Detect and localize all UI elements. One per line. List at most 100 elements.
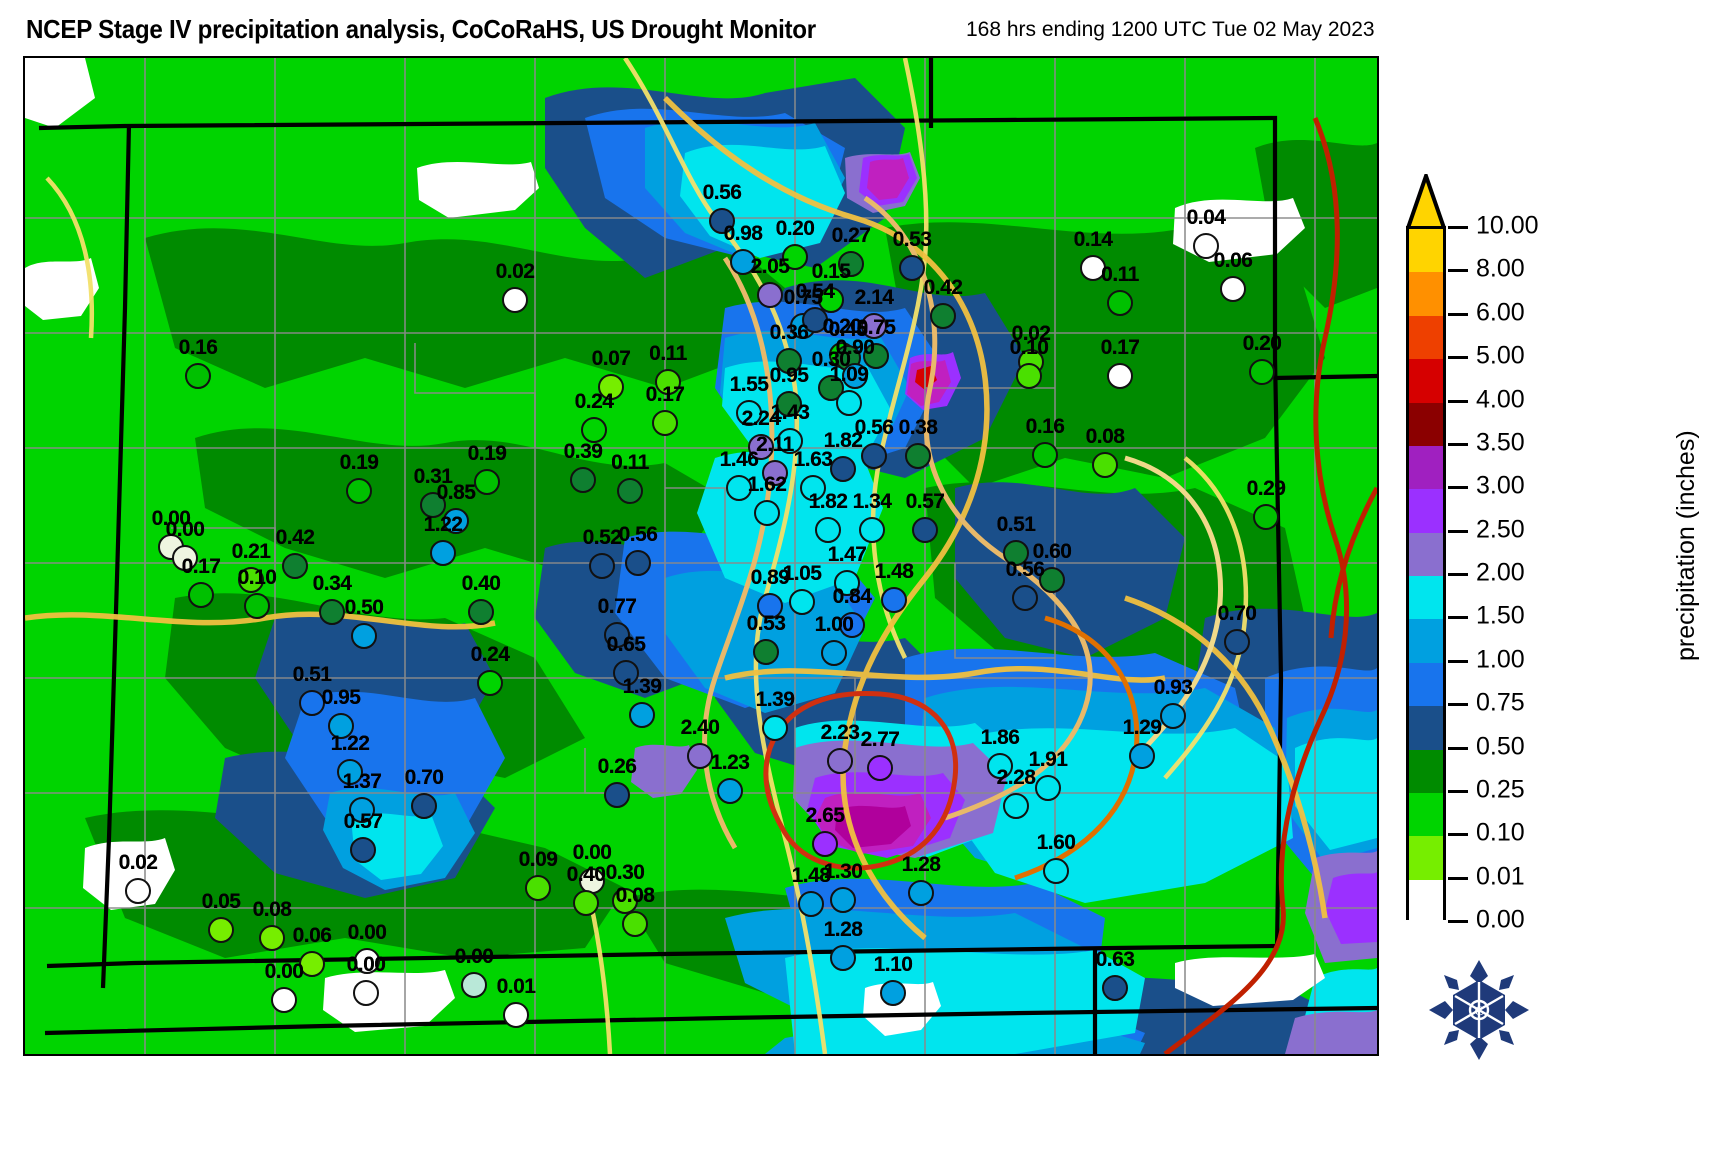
station-dot — [687, 743, 713, 769]
colorbar-band — [1409, 662, 1443, 707]
station-dot — [880, 980, 906, 1006]
station-dot — [859, 517, 885, 543]
station-dot — [430, 540, 456, 566]
station-value-label: 0.40 — [566, 863, 606, 886]
station-dot — [867, 755, 893, 781]
station-dot — [1043, 858, 1069, 884]
station-value-label: 0.56 — [618, 523, 658, 546]
station-dot — [1107, 363, 1133, 389]
station-dot — [208, 917, 234, 943]
station-dot — [861, 443, 887, 469]
station-value-label: 1.09 — [829, 363, 869, 386]
colorbar-tick-label: 8.00 — [1476, 254, 1525, 283]
station-dot — [655, 369, 681, 395]
colorbar-band — [1409, 489, 1443, 533]
colorbar-band — [1409, 272, 1443, 316]
station-value-label: 0.16 — [1025, 415, 1065, 438]
station-value-label: 0.51 — [292, 663, 332, 686]
station-value-label: 0.15 — [811, 260, 851, 283]
station-value-label: 0.24 — [470, 643, 510, 666]
station-dot — [717, 778, 743, 804]
station-dot — [411, 793, 437, 819]
station-value-label: 0.93 — [1153, 676, 1193, 699]
station-value-label: 0.26 — [597, 755, 637, 778]
colorbar-tick — [1448, 226, 1468, 229]
station-dot — [815, 517, 841, 543]
colorbar-axis-label: precipitation (inches) — [1672, 430, 1700, 662]
station-dot — [1016, 363, 1042, 389]
station-dot — [798, 891, 824, 917]
colorbar-band — [1409, 359, 1443, 403]
station-value-label: 0.20 — [1242, 332, 1282, 355]
station-dot — [1012, 585, 1038, 611]
colorbar-max-arrow — [1406, 174, 1446, 230]
station-dot — [838, 251, 864, 277]
station-value-label: 1.82 — [823, 429, 863, 452]
station-dot — [525, 875, 551, 901]
precipitation-map[interactable]: 0.02 0.16 0.56 0.98 0.20 0.27 2.05 0.15 0.53 0.42… — [23, 56, 1379, 1056]
colorbar-tick-label: 4.00 — [1476, 385, 1525, 413]
header-bar: NCEP Stage IV precipitation analysis, Co… — [0, 0, 1719, 56]
colorbar-tick-label: 1.00 — [1476, 645, 1525, 674]
station-dot — [899, 255, 925, 281]
station-value-label: 0.06 — [1213, 249, 1253, 272]
station-value-label: 0.38 — [898, 416, 938, 439]
valid-time-label: 168 hrs ending 1200 UTC Tue 02 May 2023 — [966, 18, 1375, 41]
station-dot — [1224, 629, 1250, 655]
colorbar-tick — [1448, 920, 1468, 923]
station-dot — [736, 400, 762, 426]
station-value-label: 1.48 — [874, 560, 914, 583]
colorbar-tick-label: 3.50 — [1476, 428, 1525, 457]
station-dot — [777, 428, 803, 454]
station-dot — [1003, 793, 1029, 819]
station-value-label: 0.56 — [702, 181, 742, 204]
station-value-label: 0.75 — [856, 316, 896, 339]
station-dot — [762, 715, 788, 741]
station-value-label: 1.48 — [791, 864, 831, 887]
station-dot — [1039, 567, 1065, 593]
station-value-label: 1.23 — [710, 751, 750, 774]
station-value-label: 2.11 — [756, 433, 794, 456]
station-value-label: 0.02 — [118, 851, 158, 874]
station-value-label: 0.65 — [606, 633, 646, 656]
station-dot — [827, 748, 853, 774]
colorbar-tick — [1448, 789, 1468, 793]
station-value-label: 0.34 — [312, 572, 352, 595]
station-value-label: 1.46 — [719, 448, 759, 471]
station-value-label: 0.56 — [854, 416, 894, 439]
station-value-label: 0.00 — [151, 507, 191, 530]
station-dot — [861, 313, 887, 339]
station-value-label: 0.19 — [467, 442, 507, 465]
station-value-label: 0.02 — [1011, 322, 1051, 345]
station-dot — [570, 467, 596, 493]
colorbar-band — [1409, 402, 1443, 446]
colorbar-tick-label: 0.01 — [1476, 862, 1525, 891]
station-value-label: 2.40 — [680, 716, 720, 739]
station-value-label: 2.23 — [820, 721, 860, 744]
station-dot — [836, 390, 862, 416]
station-value-label: 0.17 — [181, 555, 221, 578]
station-value-label: 0.77 — [597, 595, 637, 618]
station-dot — [354, 948, 380, 974]
station-value-label: 2.65 — [805, 804, 845, 827]
station-dot — [1080, 255, 1106, 281]
station-dot — [757, 593, 783, 619]
station-dot — [802, 307, 828, 333]
station-dot — [709, 208, 735, 234]
station-value-label: 0.11 — [611, 451, 649, 474]
station-dot — [908, 880, 934, 906]
station-dot — [762, 460, 788, 486]
colorbar-band — [1409, 576, 1443, 620]
station-value-label: 2.14 — [854, 286, 894, 309]
station-dot — [125, 878, 151, 904]
station-dot — [350, 837, 376, 863]
station-value-label: 0.90 — [835, 336, 875, 359]
station-dot — [842, 363, 868, 389]
station-dot — [748, 434, 774, 460]
station-dot — [353, 980, 379, 1006]
station-dot — [821, 640, 847, 666]
station-dot — [1107, 290, 1133, 316]
station-value-label: 1.30 — [823, 860, 863, 883]
station-value-label: 0.30 — [811, 348, 851, 371]
station-value-label: 1.47 — [827, 543, 867, 566]
